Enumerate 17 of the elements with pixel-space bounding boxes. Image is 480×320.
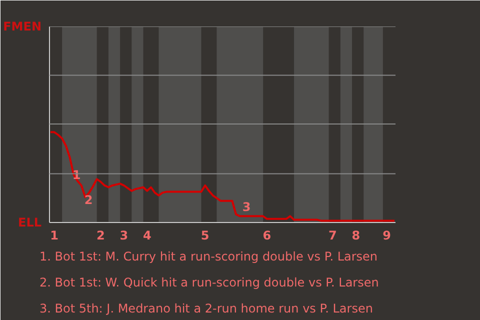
x-tick-label: 4: [142, 228, 152, 242]
x-tick-label: 5: [200, 228, 210, 242]
x-tick-label: 2: [96, 228, 105, 242]
x-tick-label: 3: [120, 228, 128, 242]
x-tick-label: 6: [262, 228, 272, 242]
annotation: 2: [84, 193, 93, 207]
annotation: 3: [242, 200, 251, 214]
text: 1. Bot 1st: M. Curry hit a run-scoring double vs P. Larsen: [40, 250, 378, 264]
x-tick-label: 8: [352, 228, 360, 242]
x-tick-label: 7: [328, 228, 337, 242]
x-tick-label: 9: [382, 228, 391, 242]
text: 2. Bot 1st: W. Quick hit a run-scoring double vs P. Larsen: [40, 276, 379, 290]
annotation: 1: [72, 168, 81, 182]
text: 3. Bot 5th: J. Medrano hit a 2-run home run vs P. Larsen: [40, 302, 373, 316]
x-tick-label: 1: [50, 228, 59, 242]
text: FMEN: [3, 20, 42, 34]
text: ELL: [18, 216, 42, 230]
